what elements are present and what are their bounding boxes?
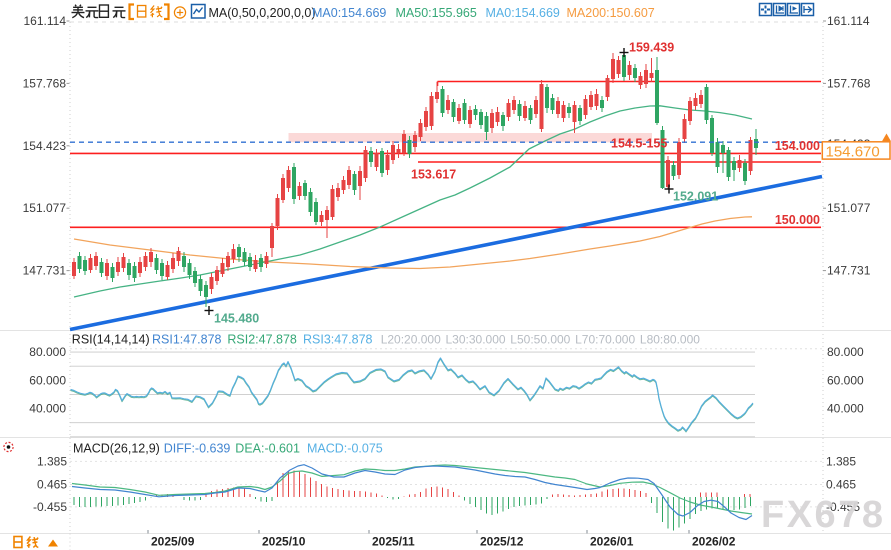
svg-text:145.480: 145.480 [214,312,259,326]
svg-text:MA50:155.965: MA50:155.965 [396,6,477,20]
svg-text:157.768: 157.768 [23,76,67,90]
svg-text:154.423: 154.423 [23,139,67,153]
svg-text:1.385: 1.385 [37,454,67,468]
svg-text:L50:50.000: L50:50.000 [510,333,570,347]
svg-text:40.000: 40.000 [29,402,66,416]
svg-text:L80:80.000: L80:80.000 [640,333,700,347]
svg-text:152.091: 152.091 [673,190,718,204]
svg-text:-0.455: -0.455 [826,500,860,514]
svg-text:0.465: 0.465 [37,478,67,492]
svg-text:2025/11: 2025/11 [372,535,415,549]
svg-text:L20:20.000: L20:20.000 [381,333,441,347]
svg-text:DEA:-0.601: DEA:-0.601 [235,442,300,456]
svg-text:L30:30.000: L30:30.000 [446,333,506,347]
svg-text:80.000: 80.000 [827,345,864,359]
svg-text:L70:70.000: L70:70.000 [575,333,635,347]
svg-text:MACD:-0.075: MACD:-0.075 [307,442,383,456]
svg-text:161.114: 161.114 [24,14,67,28]
svg-text:60.000: 60.000 [29,373,66,387]
svg-text:159.439: 159.439 [629,41,674,55]
svg-text:40.000: 40.000 [827,402,864,416]
svg-text:60.000: 60.000 [827,373,864,387]
svg-text:MA0:154.669: MA0:154.669 [486,6,560,20]
svg-text:154.5-155: 154.5-155 [611,137,667,151]
svg-text:RSI1:47.878: RSI1:47.878 [152,333,222,347]
svg-text:80.000: 80.000 [29,345,66,359]
svg-text:147.731: 147.731 [827,264,871,278]
svg-text:147.731: 147.731 [23,264,67,278]
svg-text:MA0:154.669: MA0:154.669 [312,6,386,20]
svg-text:157.768: 157.768 [827,76,871,90]
svg-text:DIFF:-0.639: DIFF:-0.639 [164,442,231,456]
svg-text:151.077: 151.077 [23,201,67,215]
svg-text:1.385: 1.385 [826,454,856,468]
svg-text:0.465: 0.465 [826,478,856,492]
svg-text:RSI(14,14,14): RSI(14,14,14) [72,333,150,347]
svg-text:RSI3:47.878: RSI3:47.878 [303,333,373,347]
svg-text:2025/12: 2025/12 [480,535,524,549]
svg-text:153.617: 153.617 [411,168,456,182]
svg-text:MA200:150.607: MA200:150.607 [567,6,655,20]
svg-text:FX678: FX678 [761,494,885,536]
svg-text:161.114: 161.114 [827,14,870,28]
svg-text:RSI2:47.878: RSI2:47.878 [227,333,297,347]
svg-text:154.000: 154.000 [775,139,820,153]
svg-text:154.670: 154.670 [826,143,880,160]
svg-text:151.077: 151.077 [827,201,871,215]
svg-text:2025/10: 2025/10 [262,535,306,549]
svg-text:2025/09: 2025/09 [151,535,195,549]
svg-text:-0.455: -0.455 [33,500,67,514]
svg-text:2026/01: 2026/01 [590,535,634,549]
svg-text:150.000: 150.000 [775,213,820,227]
svg-text:2026/02: 2026/02 [692,535,736,549]
svg-text:MACD(26,12,9): MACD(26,12,9) [73,442,160,456]
svg-text:MA(0,50,0,200,0,0): MA(0,50,0,200,0,0) [209,6,316,20]
